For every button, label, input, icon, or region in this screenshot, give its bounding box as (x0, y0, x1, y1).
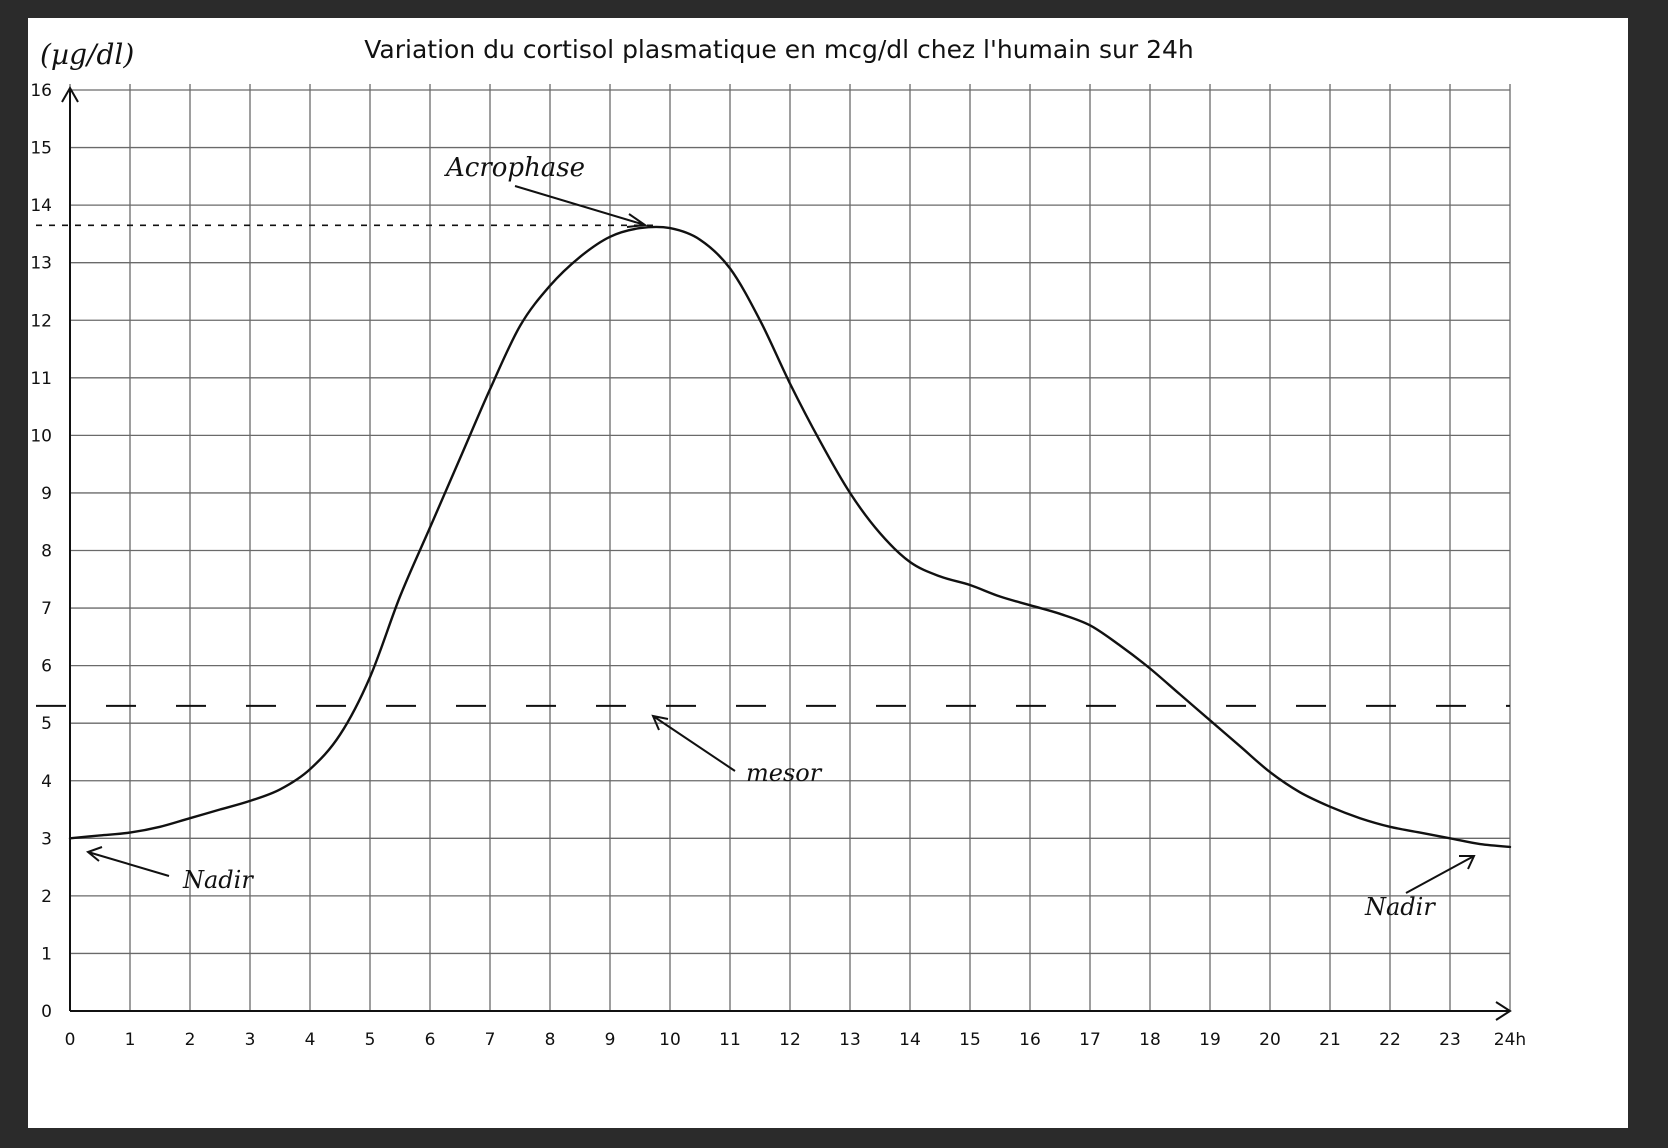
x-tick-label: 12 (779, 1030, 801, 1050)
x-axis-arrowhead (1495, 1001, 1512, 1021)
x-tick-label: 17 (1079, 1030, 1101, 1050)
x-tick-label: 5 (365, 1030, 376, 1050)
x-tick-label: 14 (899, 1030, 921, 1050)
y-tick-label: 8 (41, 542, 52, 562)
y-tick-label: 7 (41, 599, 52, 619)
y-tick-label: 9 (41, 484, 52, 504)
y-tick-label: 16 (30, 81, 52, 101)
axes (61, 85, 1512, 1021)
x-tick-label: 24h (1494, 1030, 1526, 1050)
x-tick-label: 4 (305, 1030, 316, 1050)
x-tick-label: 1 (125, 1030, 136, 1050)
x-tick-label: 19 (1199, 1030, 1221, 1050)
cortisol-curve (68, 225, 1512, 849)
x-tick-label: 0 (65, 1030, 76, 1050)
annotation-nadir-left: Nadir (182, 866, 254, 894)
y-tick-label: 3 (41, 829, 52, 849)
x-tick-label: 6 (425, 1030, 436, 1050)
reference-lines (36, 224, 1510, 707)
y-tick-label: 2 (41, 887, 52, 907)
x-tick-label: 20 (1259, 1030, 1281, 1050)
mesor-arrow (651, 714, 736, 772)
x-tick-label: 13 (839, 1030, 861, 1050)
y-tick-label: 11 (30, 369, 52, 389)
x-tick-label: 9 (605, 1030, 616, 1050)
y-axis-unit-label: (µg/dl) (40, 38, 134, 71)
annotation-acrophase: Acrophase (444, 153, 585, 183)
x-tick-label: 23 (1439, 1030, 1461, 1050)
x-tick-label: 15 (959, 1030, 981, 1050)
x-tick-label: 10 (659, 1030, 681, 1050)
x-tick-label: 16 (1019, 1030, 1041, 1050)
x-tick-label: 21 (1319, 1030, 1341, 1050)
x-tick-label: 7 (485, 1030, 496, 1050)
y-tick-label: 5 (41, 714, 52, 734)
y-tick-label: 13 (30, 254, 52, 274)
nadir-left-arrow (85, 846, 170, 877)
x-tick-label: 22 (1379, 1030, 1401, 1050)
x-tick-label: 2 (185, 1030, 196, 1050)
y-tick-label: 15 (30, 139, 52, 159)
y-tick-label: 1 (41, 944, 52, 964)
nadir-right-arrow (1405, 855, 1476, 894)
paper-sheet: 0 1 2 3 4 5 6 7 8 9 10 11 12 13 14 15 16 17 18 19 20 21 22 23 24… (28, 18, 1628, 1128)
y-tick-label: 4 (41, 772, 52, 792)
annotation-mesor: mesor (746, 759, 823, 787)
y-tick-label: 10 (30, 426, 52, 446)
cortisol-line-chart: 0 1 2 3 4 5 6 7 8 9 10 11 12 13 14 15 16 17 18 19 20 21 22 23 24… (30, 35, 1526, 1050)
annotations (85, 185, 1476, 894)
x-tick-label: 8 (545, 1030, 556, 1050)
x-tick-label: 3 (245, 1030, 256, 1050)
y-axis-arrowhead (61, 85, 79, 103)
series (68, 225, 1512, 849)
x-tick-label: 18 (1139, 1030, 1161, 1050)
grid (69, 84, 1511, 1012)
y-tick-label: 14 (30, 196, 52, 216)
acrophase-arrow (514, 185, 648, 228)
x-tick-label: 11 (719, 1030, 741, 1050)
annotation-nadir-right: Nadir (1364, 893, 1436, 921)
chart-title: Variation du cortisol plasmatique en mcg… (364, 35, 1193, 64)
y-tick-label: 12 (30, 311, 52, 331)
y-tick-label: 0 (41, 1002, 52, 1022)
y-tick-label: 6 (41, 657, 52, 677)
tick-labels: 0 1 2 3 4 5 6 7 8 9 10 11 12 13 14 15 16 17 18 19 20 21 22 23 24… (30, 81, 1526, 1050)
